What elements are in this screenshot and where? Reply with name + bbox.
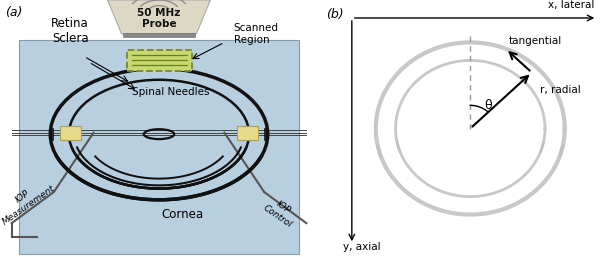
FancyBboxPatch shape <box>127 50 192 71</box>
FancyBboxPatch shape <box>238 126 259 140</box>
Text: Cornea: Cornea <box>161 208 203 221</box>
Text: Retina
Sclera: Retina Sclera <box>51 17 89 45</box>
Polygon shape <box>107 0 211 34</box>
Bar <box>19 40 299 254</box>
Text: Scanned
Region: Scanned Region <box>234 23 279 45</box>
Text: (b): (b) <box>326 8 344 21</box>
Text: tangential: tangential <box>509 36 562 46</box>
Text: y, axial: y, axial <box>343 242 381 252</box>
Text: Spinal Needles: Spinal Needles <box>132 87 209 97</box>
Text: θ: θ <box>484 99 492 112</box>
Text: IOP
Measurement: IOP Measurement <box>0 175 56 226</box>
Text: r, radial: r, radial <box>540 85 581 95</box>
Text: 50 MHz
Probe: 50 MHz Probe <box>137 7 181 29</box>
Text: IOP
Control: IOP Control <box>262 195 299 229</box>
FancyBboxPatch shape <box>59 126 80 140</box>
Text: x, lateral: x, lateral <box>548 0 595 10</box>
Text: (a): (a) <box>5 6 22 19</box>
Bar <box>123 33 195 37</box>
